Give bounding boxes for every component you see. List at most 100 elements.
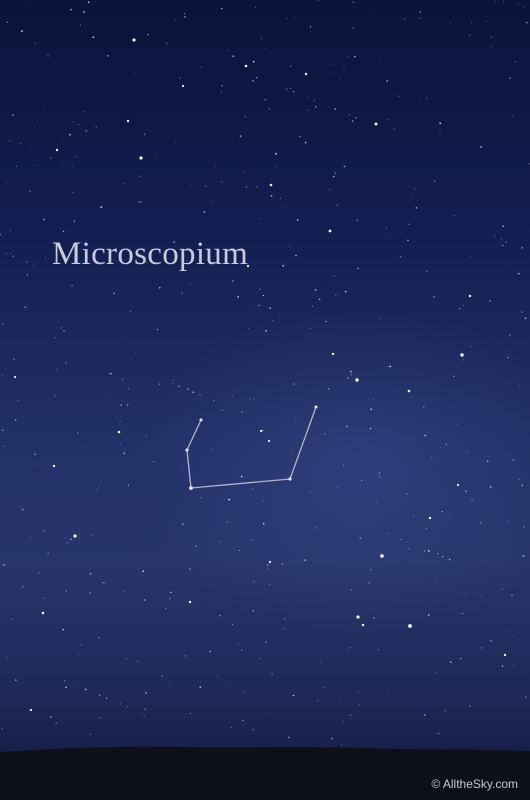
star xyxy=(387,118,389,120)
star xyxy=(163,351,165,353)
star xyxy=(342,464,345,466)
star xyxy=(270,179,271,180)
star xyxy=(336,204,338,206)
star xyxy=(216,287,218,289)
star xyxy=(99,482,101,484)
star xyxy=(155,743,157,745)
star xyxy=(339,79,341,81)
star xyxy=(221,181,223,183)
star xyxy=(26,261,28,263)
star xyxy=(259,417,261,419)
star xyxy=(377,324,379,326)
star xyxy=(105,697,108,699)
star xyxy=(237,642,240,645)
star xyxy=(109,372,112,375)
star xyxy=(448,558,451,561)
star xyxy=(258,304,260,307)
star xyxy=(259,288,261,290)
star xyxy=(203,210,206,213)
star xyxy=(244,115,246,118)
star xyxy=(9,230,11,232)
star xyxy=(70,538,72,540)
star xyxy=(306,97,309,99)
star xyxy=(210,201,212,203)
star xyxy=(493,235,495,237)
star xyxy=(123,452,126,455)
star xyxy=(13,358,16,360)
star xyxy=(379,552,381,554)
star xyxy=(503,653,507,657)
star xyxy=(383,238,385,239)
star xyxy=(465,490,467,493)
star xyxy=(15,165,18,168)
star xyxy=(521,246,524,249)
star xyxy=(188,600,192,604)
star xyxy=(426,97,428,99)
star xyxy=(195,545,197,547)
star xyxy=(117,430,121,434)
star xyxy=(26,1,28,3)
star xyxy=(283,618,286,620)
star xyxy=(320,661,322,663)
star xyxy=(178,385,181,388)
star xyxy=(330,737,333,740)
star xyxy=(320,491,322,493)
star xyxy=(268,560,272,564)
star xyxy=(11,618,13,620)
star xyxy=(1,728,3,730)
star xyxy=(41,611,45,615)
star xyxy=(270,194,273,197)
star xyxy=(126,404,129,406)
star xyxy=(314,289,317,291)
star xyxy=(38,572,41,574)
star xyxy=(377,649,379,651)
star xyxy=(6,182,8,184)
star xyxy=(435,672,437,674)
star xyxy=(342,721,344,723)
star xyxy=(232,55,235,58)
star xyxy=(184,655,187,657)
star xyxy=(145,262,147,264)
star xyxy=(445,443,447,445)
star xyxy=(199,686,201,688)
star xyxy=(231,396,233,398)
star xyxy=(489,486,492,488)
star xyxy=(287,17,289,19)
star xyxy=(200,603,202,605)
constellation-line-main xyxy=(190,406,317,489)
star xyxy=(212,448,214,450)
star xyxy=(506,356,509,359)
star xyxy=(334,294,337,297)
star xyxy=(75,156,78,158)
star xyxy=(460,353,464,357)
star xyxy=(263,500,265,502)
star xyxy=(131,359,132,361)
star xyxy=(304,72,308,76)
star xyxy=(343,165,346,168)
star xyxy=(292,694,295,697)
star xyxy=(275,152,277,155)
star xyxy=(70,8,72,11)
star xyxy=(267,567,269,569)
star xyxy=(190,186,192,188)
star xyxy=(33,264,35,266)
star xyxy=(85,129,88,132)
star xyxy=(294,422,296,423)
star xyxy=(98,694,101,697)
star xyxy=(433,296,435,298)
star xyxy=(259,429,263,433)
star xyxy=(188,568,191,570)
star xyxy=(514,60,517,63)
star xyxy=(410,397,412,399)
star xyxy=(289,65,292,68)
star xyxy=(154,91,156,93)
star xyxy=(436,733,438,734)
star xyxy=(337,487,339,489)
star xyxy=(121,378,124,381)
star xyxy=(181,84,185,88)
star xyxy=(96,585,98,587)
star xyxy=(52,464,56,468)
star xyxy=(238,549,240,551)
star xyxy=(343,66,345,68)
star xyxy=(269,183,273,187)
